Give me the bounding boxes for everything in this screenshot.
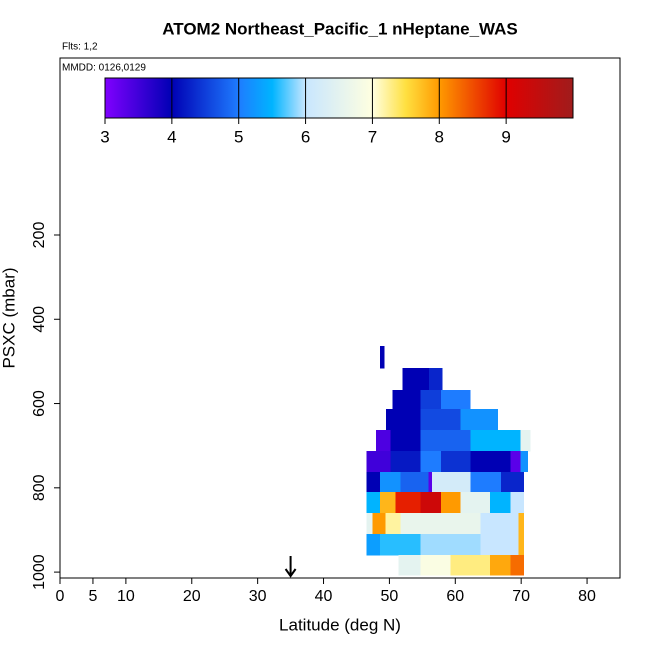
curtain-cell	[470, 471, 502, 493]
colorbar-tick-label: 7	[368, 127, 377, 146]
x-tick-label: 50	[381, 588, 399, 605]
curtain-cell	[490, 492, 511, 514]
curtain-cell	[470, 451, 511, 473]
curtain-cell	[500, 471, 525, 493]
curtain-cell	[470, 430, 521, 452]
curtain-cell	[520, 451, 529, 473]
curtain-cell	[420, 451, 442, 473]
curtain-cell	[440, 451, 471, 473]
latitude-marker	[284, 556, 297, 578]
x-tick-label: 30	[249, 588, 267, 605]
curtain-cell	[400, 471, 429, 493]
curtain-cell	[380, 345, 385, 369]
curtain-cell	[490, 555, 511, 576]
curtain-cell	[440, 390, 471, 410]
colorbar-tick-label: 5	[234, 127, 243, 146]
colorbar-tick-label: 9	[501, 127, 510, 146]
curtain-cell	[440, 492, 461, 514]
curtain-cell	[402, 368, 430, 391]
curtain-cell	[366, 534, 381, 556]
curtain-cell	[420, 409, 461, 431]
y-tick-label: 600	[31, 390, 48, 417]
x-tick-label: 20	[183, 588, 201, 605]
x-tick-label: 40	[315, 588, 333, 605]
x-tick-label: 80	[578, 588, 596, 605]
curtain-cell	[366, 451, 392, 473]
curtain-cell	[460, 492, 491, 514]
x-axis-label: Latitude (deg N)	[279, 615, 401, 634]
curtain-cell	[376, 430, 392, 452]
curtain-cell	[518, 513, 525, 535]
curtain-cell	[385, 513, 401, 535]
curtain-cell	[510, 451, 521, 473]
curtain-cell	[432, 471, 471, 493]
curtain-cell	[366, 492, 381, 514]
curtain-cell	[510, 492, 525, 514]
flights-label: Flts: 1,2	[62, 42, 98, 53]
curtain-cell	[400, 513, 481, 535]
y-tick-label: 800	[31, 474, 48, 501]
y-tick-label: 400	[31, 306, 48, 333]
curtain-cell	[480, 534, 519, 556]
dates-label: MMDD: 0126,0129	[62, 63, 146, 74]
curtain-cell	[390, 451, 421, 473]
colorbar-tick-label: 4	[167, 127, 176, 146]
curtain-cell	[450, 555, 491, 576]
x-tick-label: 60	[446, 588, 464, 605]
chart-title: ATOM2 Northeast_Pacific_1 nHeptane_WAS	[162, 19, 518, 38]
curtain-cell	[420, 534, 481, 556]
plot-frame	[59, 57, 621, 579]
curtain-cell	[390, 430, 421, 452]
curtain-cell	[510, 555, 525, 576]
curtain-cell	[518, 534, 525, 556]
curtain-cell	[372, 513, 386, 535]
curtain-cell	[420, 430, 471, 452]
curtain-cell	[386, 409, 421, 431]
colorbar-tick-label: 6	[301, 127, 310, 146]
curtain-cell	[428, 471, 433, 493]
curtain-cell	[392, 390, 421, 410]
curtain-cell	[395, 492, 421, 514]
colorbar	[104, 77, 574, 119]
curtain-cell	[460, 409, 498, 431]
y-axis-label: PSXC (mbar)	[0, 267, 18, 368]
curtain-cell	[428, 368, 443, 391]
curtain-cell	[380, 492, 396, 514]
curtain-cell	[420, 492, 442, 514]
curtain-cell	[520, 430, 531, 452]
colorbar-tick-label: 3	[100, 127, 109, 146]
curtain-cell	[380, 534, 421, 556]
colorbar-tick-label: 8	[435, 127, 444, 146]
curtain-cell	[420, 390, 442, 410]
x-tick-label: 70	[512, 588, 530, 605]
curtain-cell	[380, 471, 401, 493]
y-tick-label: 1000	[31, 554, 48, 590]
curtain-cell	[366, 471, 381, 493]
curtain-cell	[366, 513, 373, 535]
y-tick-label: 200	[31, 222, 48, 249]
x-tick-label: 0	[56, 588, 65, 605]
x-tick-label: 5	[88, 588, 97, 605]
x-tick-label: 10	[117, 588, 135, 605]
curtain-cell	[398, 555, 421, 576]
curtain-cell	[420, 555, 451, 576]
curtain-cell	[480, 513, 519, 535]
